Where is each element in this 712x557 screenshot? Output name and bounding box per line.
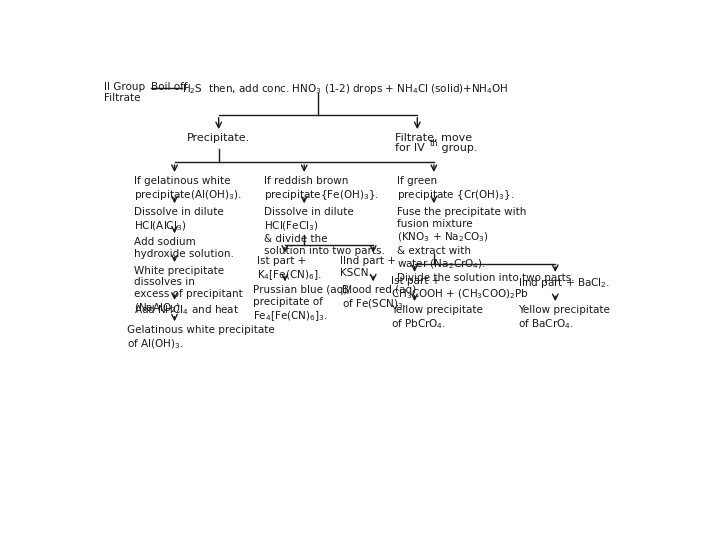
Text: group.: group. [439,143,478,153]
Text: H$_2$S  then, add conc. HNO$_3$ (1-2) drops + NH$_4$Cl (solid)+NH$_4$OH: H$_2$S then, add conc. HNO$_3$ (1-2) dro… [182,82,508,96]
Text: Dissolve in dilute
HCl(FeCl$_3$)
& divide the
solution into two parts.: Dissolve in dilute HCl(FeCl$_3$) & divid… [264,207,385,256]
Text: Blood red (aq)
of Fe(SCN)$_3$.: Blood red (aq) of Fe(SCN)$_3$. [342,285,416,311]
Text: Filtrate: Filtrate [105,94,141,104]
Text: th: th [430,139,439,148]
Text: Add NHCl$_4$ and heat: Add NHCl$_4$ and heat [135,304,239,317]
Text: If gelatinous white
precipitate(Al(OH)$_3$).: If gelatinous white precipitate(Al(OH)$_… [135,176,242,202]
Text: White precipitate
dissolves in
excess of precipitant
(NaAlO$_2$).: White precipitate dissolves in excess of… [135,266,243,315]
Text: Boil off: Boil off [152,82,188,92]
Text: Dissolve in dilute
HCl(AlCl$_3$): Dissolve in dilute HCl(AlCl$_3$) [135,207,224,233]
Text: If green
precipitate {Cr(OH)$_3$}.: If green precipitate {Cr(OH)$_3$}. [397,176,514,202]
Text: Filtrate, move: Filtrate, move [395,133,472,143]
Text: for IV: for IV [395,143,425,153]
Text: IInd part + BaCl$_2$.: IInd part + BaCl$_2$. [518,276,610,290]
Text: Ist part +
CH$_3$COOH + (CH$_3$COO)$_2$Pb: Ist part + CH$_3$COOH + (CH$_3$COO)$_2$P… [392,276,529,301]
Text: Yellow precipitate
of BaCrO$_4$.: Yellow precipitate of BaCrO$_4$. [518,305,610,331]
Text: Gelatinous white precipitate
of Al(OH)$_3$.: Gelatinous white precipitate of Al(OH)$_… [127,325,274,350]
Text: II Group: II Group [105,82,149,92]
Text: Prussian blue (aq)/
precipitate of
Fe$_4$[Fe(CN)$_6$]$_3$.: Prussian blue (aq)/ precipitate of Fe$_4… [253,285,351,323]
Text: Add sodium
hydroxide solution.: Add sodium hydroxide solution. [135,237,234,258]
Text: Yellow precipitate
of PbCrO$_4$.: Yellow precipitate of PbCrO$_4$. [392,305,483,331]
Text: Ist part +
K$_4$[Fe(CN)$_6$].: Ist part + K$_4$[Fe(CN)$_6$]. [257,256,322,282]
Text: Precipitate.: Precipitate. [187,133,251,143]
Text: If reddish brown
precipitate{Fe(OH)$_3$}.: If reddish brown precipitate{Fe(OH)$_3$}… [264,176,379,202]
Text: IInd part +
KSCN.: IInd part + KSCN. [340,256,396,278]
Text: Fuse the precipitate with
fusion mixture
(KNO$_3$ + Na$_2$CO$_3$)
& extract with: Fuse the precipitate with fusion mixture… [397,207,575,283]
